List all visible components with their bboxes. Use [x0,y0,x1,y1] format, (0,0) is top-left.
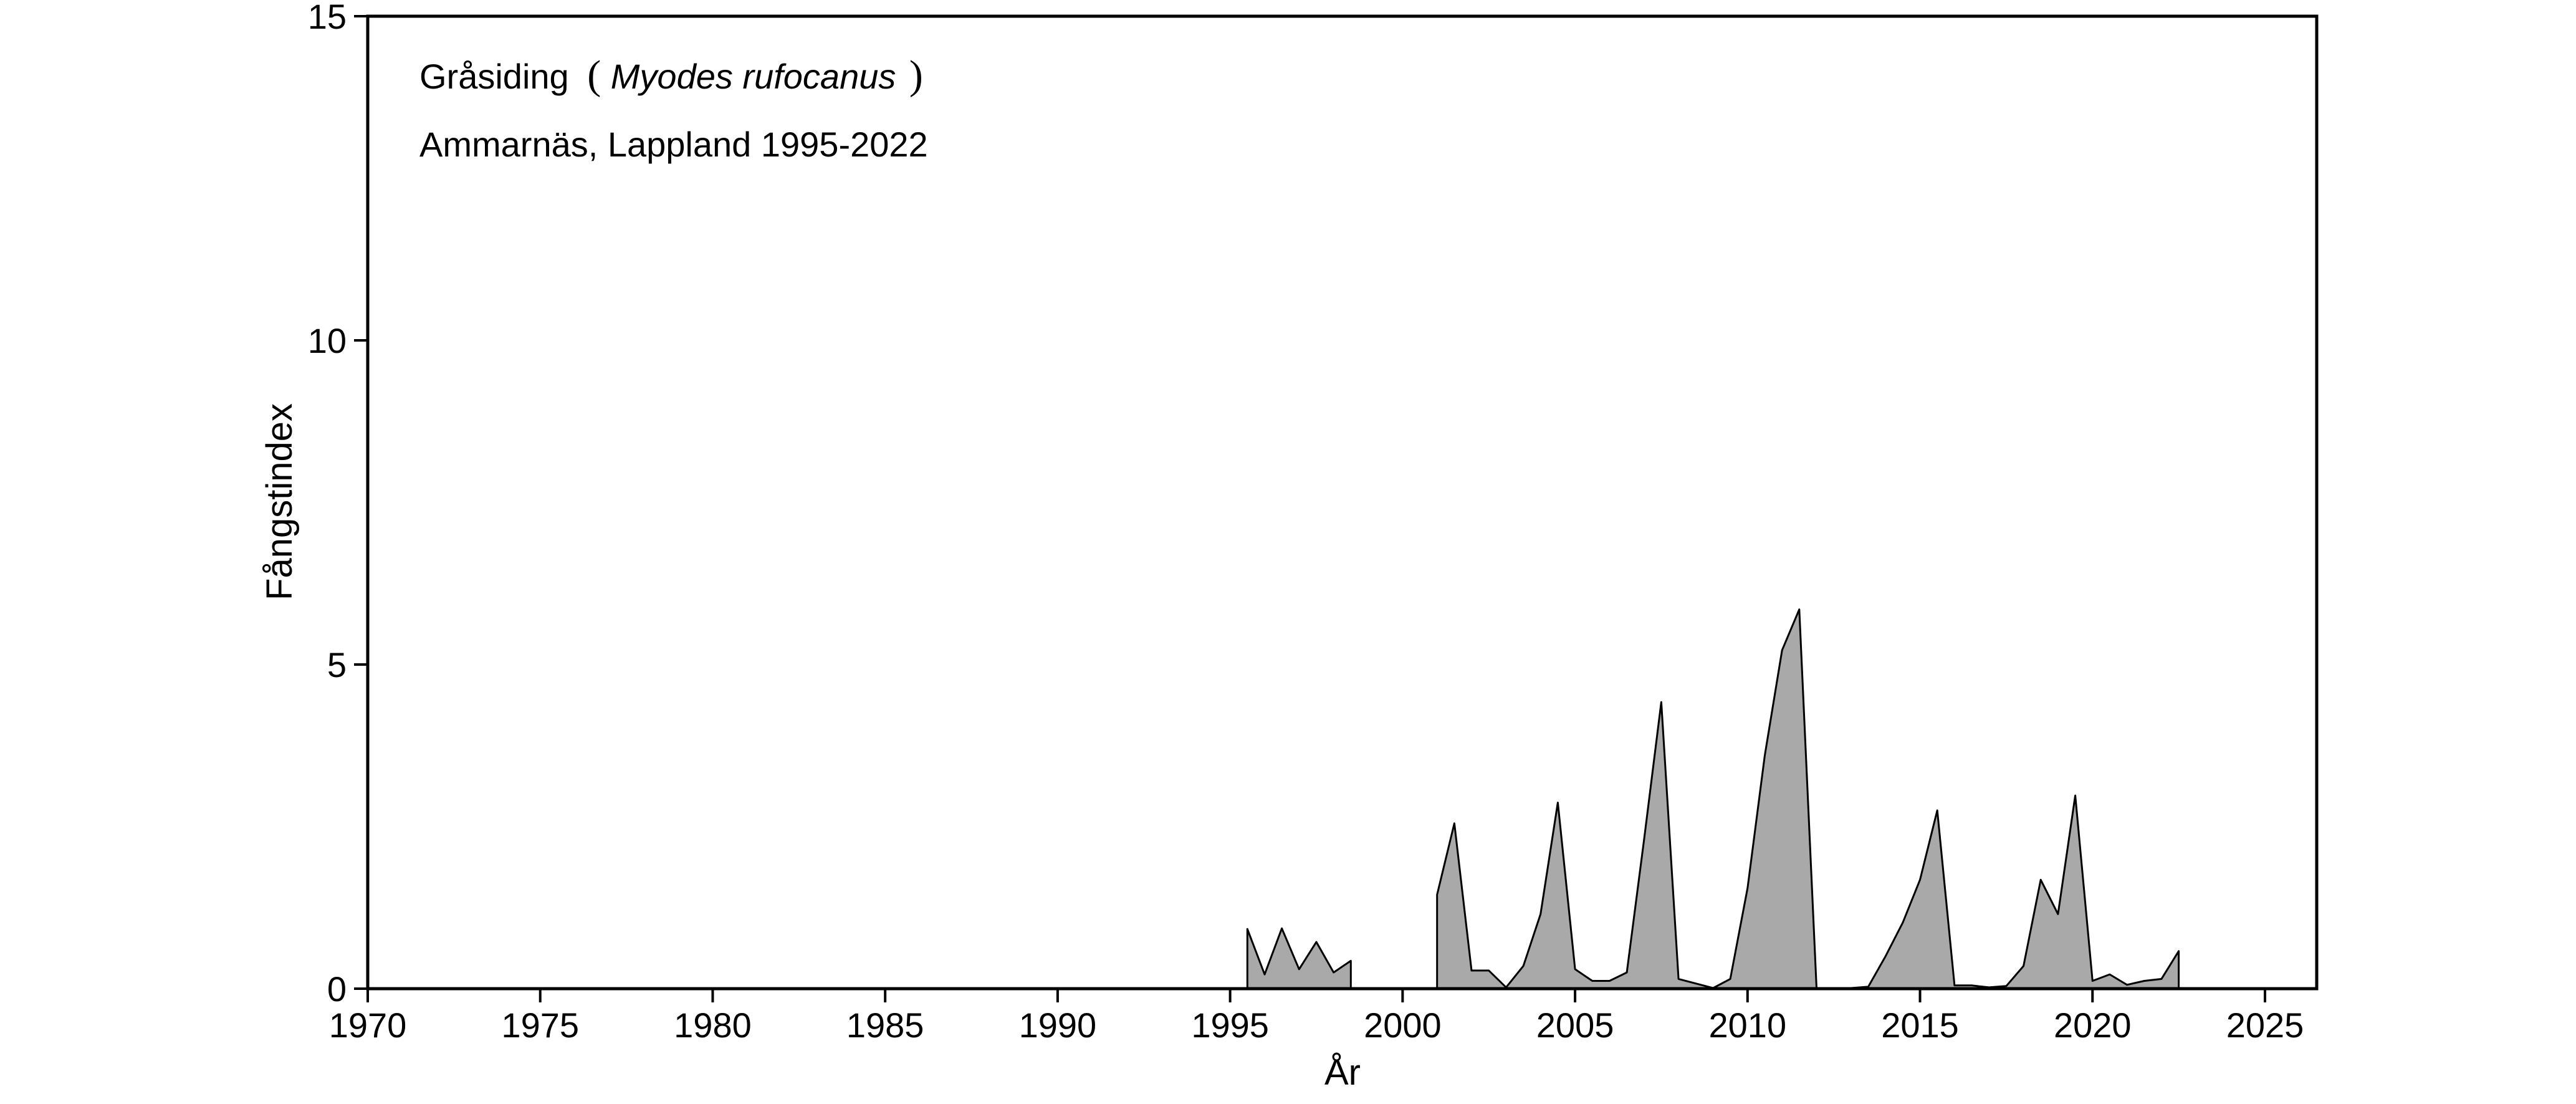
x-tick-label: 2015 [1881,1006,1959,1045]
y-axis-title: Fångstindex [259,403,300,600]
x-axis-title: År [1324,1052,1361,1093]
plot-frame [366,14,2319,991]
x-tick-label: 2025 [2226,1006,2304,1045]
x-tick-label: 2005 [1536,1006,1614,1045]
x-tick-label: 2010 [1709,1006,1787,1045]
x-tick-label: 1985 [846,1006,924,1045]
x-tick-label: 1995 [1191,1006,1269,1045]
y-tick-label: 15 [308,0,347,36]
species-latin-name: Myodes rufocanus [611,57,896,96]
y-tick-label: 0 [327,969,347,1009]
species-common-name: Gråsiding [419,57,569,96]
paren-close: ) [909,52,923,98]
x-tick-label: 1990 [1019,1006,1097,1045]
y-tick-label: 10 [308,321,347,360]
series-layer [1246,608,2180,990]
paren-open: ( [587,52,601,98]
x-tick-label: 1975 [501,1006,579,1045]
area-segment-1 [1246,927,1352,990]
species-annotation: Gråsiding ( Myodes rufocanus ) [419,52,923,98]
x-tick-label: 1980 [674,1006,752,1045]
axes-layer: 1970 1975 1980 1985 1990 1995 2000 2005 2010 2015… [308,0,2304,1045]
location-annotation: Ammarnäs, Lappland 1995-2022 [419,125,928,164]
x-tick-label: 1970 [329,1006,407,1045]
x-tick-label: 2020 [2054,1006,2132,1045]
area-segment-2 [1436,608,2180,990]
x-tick-label: 2000 [1364,1006,1442,1045]
y-tick-label: 5 [327,645,347,684]
